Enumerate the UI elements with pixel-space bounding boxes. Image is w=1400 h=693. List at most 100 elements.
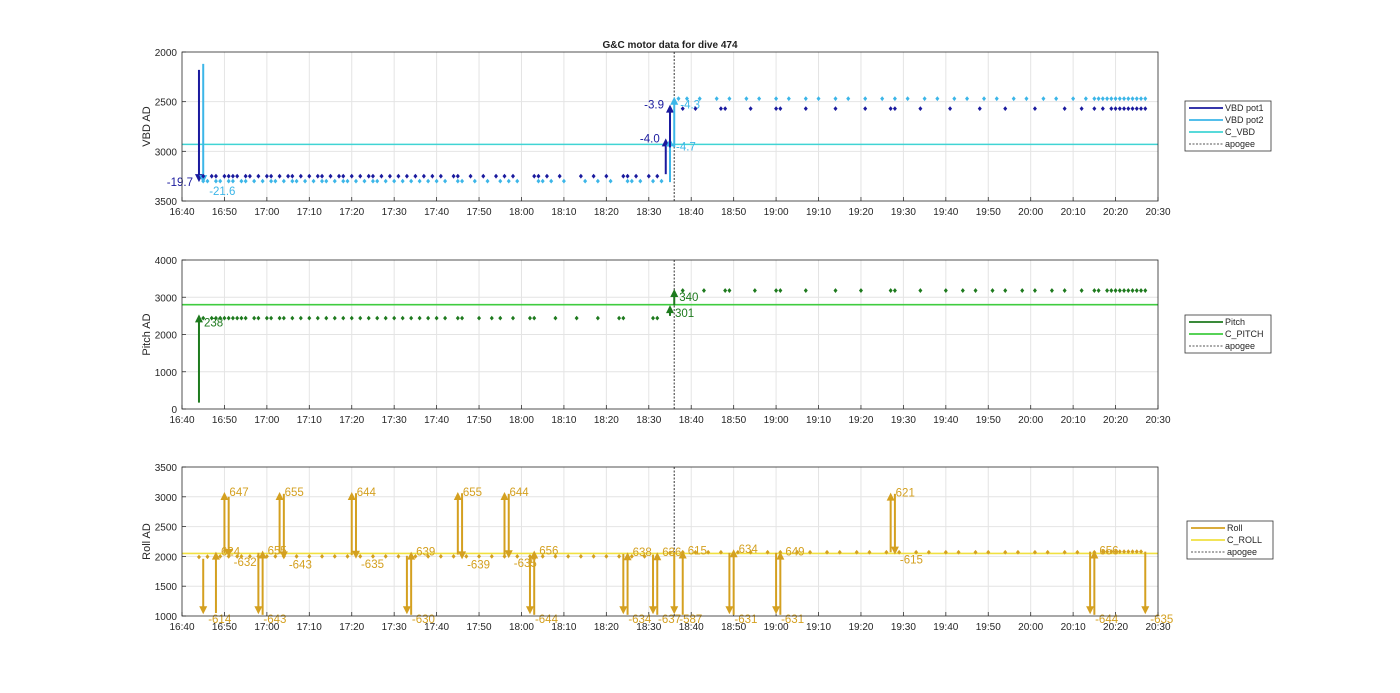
data-point [235,554,240,559]
data-point [880,96,885,102]
data-point [383,178,388,184]
data-point [341,315,346,321]
x-tick-label: 16:40 [169,622,194,633]
data-point [1105,96,1110,102]
data-point [863,96,868,102]
data-point [324,178,329,184]
data-point [209,315,214,321]
panel-2: 16:40 16:50 17:00 17:10 17:20 17:30 17:40 17:50… [141,463,1274,633]
data-point [201,315,206,321]
data-point [277,315,282,321]
arrow-head [224,548,233,557]
x-tick-label: 19:00 [764,622,789,633]
arrow-label: 656 [539,545,558,557]
arrow-head [772,606,781,615]
data-point [833,96,838,102]
y-tick-label: 2000 [155,552,178,563]
x-tick-label: 18:30 [636,415,661,426]
y-axis-label: Pitch AD [141,313,153,355]
arrow-4: -3.9 [644,100,674,148]
data-point [926,549,931,555]
data-point [1122,106,1127,112]
x-tick-label: 18:50 [721,415,746,426]
x-tick-label: 17:20 [339,415,364,426]
data-point [383,554,388,559]
data-point [591,173,596,179]
y-axis-label: VBD AD [141,106,153,146]
data-point [808,549,813,555]
data-point [701,288,706,293]
y-tick-label: 0 [171,405,177,416]
data-point [498,315,503,321]
arrow-27: 649 [776,547,805,615]
data-point [986,549,991,555]
legend-label: Pitch [1225,317,1245,327]
data-point [252,315,257,321]
data-point [965,96,970,102]
data-point [239,315,244,321]
arrow-label: 340 [679,292,698,304]
arrow-head [886,492,895,501]
x-tick-label: 18:40 [679,622,704,633]
data-point [1126,106,1131,112]
data-point [358,315,363,321]
data-point [281,315,286,321]
x-tick-label: 20:20 [1103,207,1128,218]
arrow-label: -643 [289,559,312,571]
data-point [858,288,863,293]
data-point [1126,549,1131,555]
data-point [1122,96,1127,102]
data-point [943,288,948,293]
data-point [515,178,520,184]
data-point [578,554,583,559]
data-point [472,178,477,184]
arrow-label: 615 [688,545,707,557]
arrow-30: -644 [1086,551,1119,626]
x-tick-label: 17:50 [467,415,492,426]
data-point [816,96,821,102]
x-tick-label: 18:00 [509,415,534,426]
data-point [748,549,753,555]
legend-label: apogee [1227,547,1257,557]
arrow-label: 644 [510,487,530,499]
x-tick-label: 20:00 [1018,622,1043,633]
arrow-17: 656 [530,545,558,615]
arrow-head [407,551,416,560]
data-point [536,178,541,184]
data-point [595,315,600,321]
data-point [553,554,558,559]
data-point [1003,288,1008,293]
data-point [693,106,698,112]
arrow-label: -3.9 [644,100,664,112]
data-point [413,554,418,559]
data-point [625,173,630,179]
x-tick-label: 18:10 [551,415,576,426]
legend-label: C_VBD [1225,127,1256,137]
data-point [320,178,325,184]
x-tick-label: 19:00 [764,207,789,218]
arrow-head [194,314,203,323]
data-point [213,315,218,321]
arrow-head [670,606,679,615]
data-point [723,288,728,293]
data-point [358,554,363,559]
data-point [443,178,448,184]
data-point [1062,106,1067,112]
data-point [591,554,596,559]
data-point [1003,549,1008,555]
data-point [604,554,609,559]
data-point [973,288,978,293]
arrow-20: -637 [649,554,681,626]
data-point [1139,549,1144,555]
x-tick-label: 17:50 [467,207,492,218]
data-point [642,554,647,559]
data-point [345,554,350,559]
data-point [982,96,987,102]
arrow-head [666,305,674,314]
data-point [201,173,206,179]
arrow-15: -635 [504,493,537,570]
data-point [914,549,919,555]
arrow-label: -632 [234,557,257,569]
data-point [1092,106,1097,112]
y-tick-label: 3500 [155,197,178,208]
